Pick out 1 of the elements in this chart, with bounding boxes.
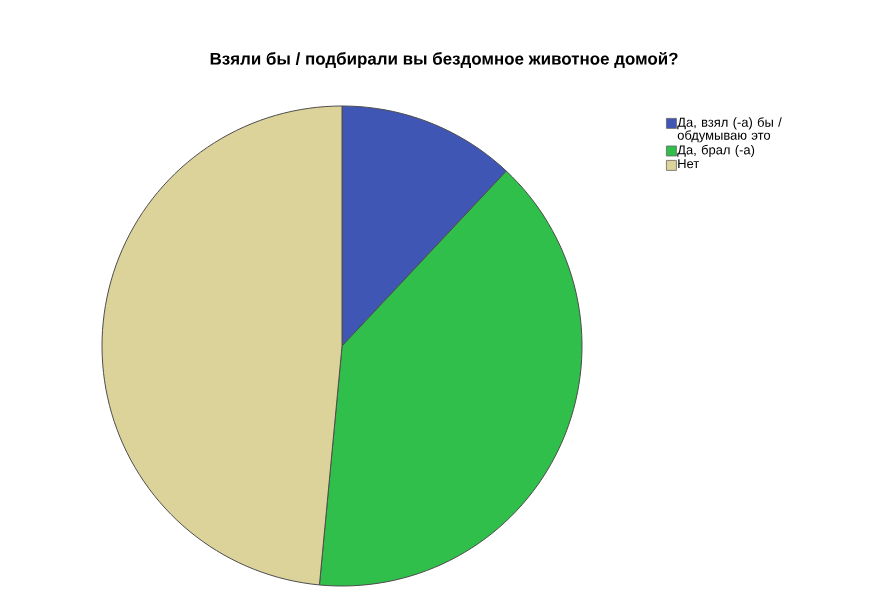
chart-title: Взяли бы / подбирали вы бездомное животное домой? (210, 51, 678, 69)
